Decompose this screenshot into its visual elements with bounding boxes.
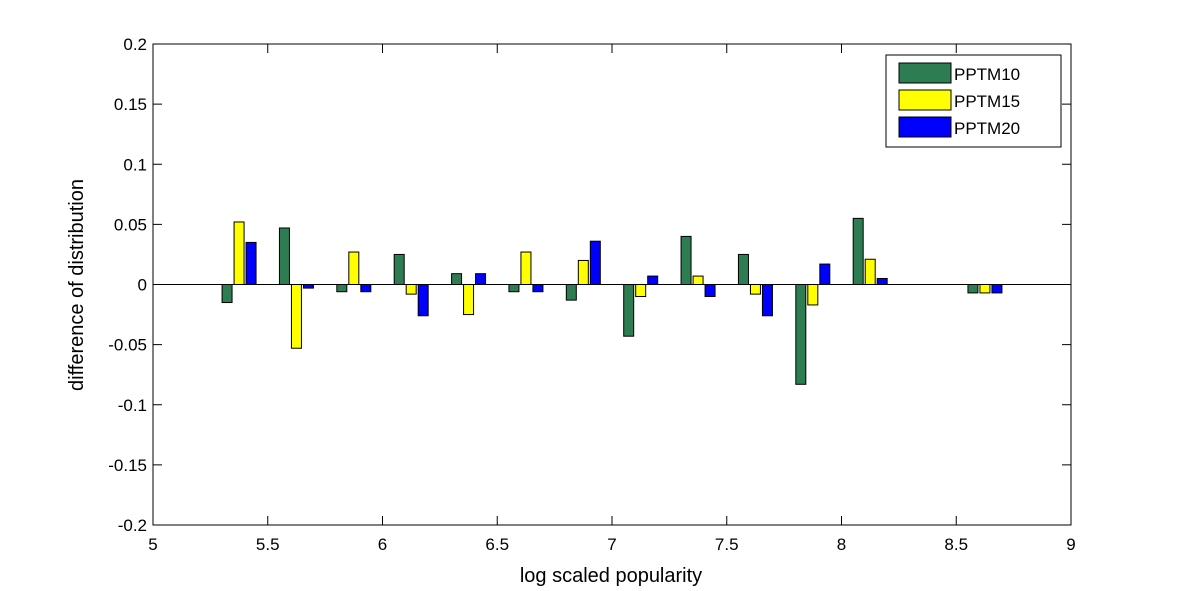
bars-group (221, 217, 1003, 385)
bar-pptm15-8 (692, 275, 704, 285)
bar-pptm10-11 (852, 217, 864, 285)
legend-label-pptm20: PPTM20 (954, 119, 1020, 138)
bar-pptm20-2 (360, 284, 372, 293)
bar-pptm20-12 (991, 284, 1003, 294)
bar-pptm20-9 (761, 284, 773, 317)
y-tick-label: -0.05 (108, 336, 147, 355)
bar-pptm15-9 (749, 284, 761, 295)
x-tick-label: 9 (1066, 535, 1075, 554)
x-tick-label: 7.5 (715, 535, 739, 554)
axes-group: 5 5.5 6 6.5 7 7.5 8 8.5 9 0.2 0.15 0.1 0.05 0 -0.05 -0.… (108, 35, 1075, 554)
x-tick-label: 8.5 (944, 535, 968, 554)
x-axis-label: log scaled popularity (520, 565, 702, 587)
bar-pptm10-4 (451, 273, 463, 285)
bar-pptm15-1 (290, 284, 302, 349)
bar-pptm10-5 (508, 284, 520, 293)
bar-pptm20-10 (819, 263, 831, 285)
y-tick-label: 0 (138, 276, 147, 295)
bar-pptm15-0 (233, 221, 245, 285)
y-tick-label: -0.15 (108, 456, 147, 475)
legend: PPTM10 PPTM15 PPTM20 (885, 54, 1062, 148)
x-tick-label: 5.5 (256, 535, 280, 554)
x-tick-label: 5 (148, 535, 157, 554)
bar-pptm10-1 (278, 227, 290, 285)
bar-pptm20-7 (647, 275, 659, 285)
y-tick-label: 0.2 (123, 35, 147, 54)
bar-pptm15-10 (807, 284, 819, 306)
bar-pptm20-11 (876, 277, 888, 285)
bar-pptm10-12 (967, 284, 979, 294)
y-axis-label: difference of distribution (66, 179, 88, 391)
x-tick-label: 6 (378, 535, 387, 554)
bar-pptm10-7 (623, 284, 635, 337)
legend-label-pptm10: PPTM10 (954, 65, 1020, 84)
bar-pptm15-2 (348, 251, 360, 285)
bar-pptm20-0 (245, 241, 257, 286)
legend-label-pptm15: PPTM15 (954, 92, 1020, 111)
bar-pptm15-11 (864, 258, 876, 285)
bar-pptm15-12 (979, 284, 991, 294)
bar-pptm15-6 (577, 259, 589, 286)
x-tick-label: 6.5 (485, 535, 509, 554)
y-tick-label: 0.05 (114, 215, 147, 234)
bar-pptm10-3 (393, 253, 405, 285)
bar-pptm10-9 (737, 253, 749, 285)
bar-pptm10-8 (680, 235, 692, 285)
bar-pptm10-2 (336, 284, 348, 293)
bar-pptm20-5 (532, 284, 544, 293)
y-tick-label: -0.1 (118, 396, 147, 415)
legend-swatch-pptm20 (898, 116, 952, 138)
bar-pptm20-3 (417, 284, 429, 317)
bar-pptm15-7 (635, 284, 647, 298)
bar-pptm10-6 (565, 284, 577, 301)
bar-pptm10-10 (795, 284, 807, 385)
bar-pptm20-1 (302, 284, 314, 289)
bar-pptm10-0 (221, 284, 233, 304)
x-tick-label: 7 (607, 535, 616, 554)
bar-pptm15-3 (405, 284, 417, 295)
bar-pptm15-4 (463, 284, 475, 316)
legend-swatch-pptm10 (898, 62, 952, 84)
bar-pptm15-5 (520, 251, 532, 285)
bar-pptm20-6 (589, 240, 601, 286)
legend-swatch-pptm15 (898, 89, 952, 111)
y-tick-label: 0.15 (114, 95, 147, 114)
bar-pptm20-8 (704, 284, 716, 298)
x-tick-label: 8 (837, 535, 846, 554)
y-tick-label: 0.1 (123, 155, 147, 174)
bar-pptm20-4 (475, 273, 487, 285)
y-tick-label: -0.2 (118, 516, 147, 535)
